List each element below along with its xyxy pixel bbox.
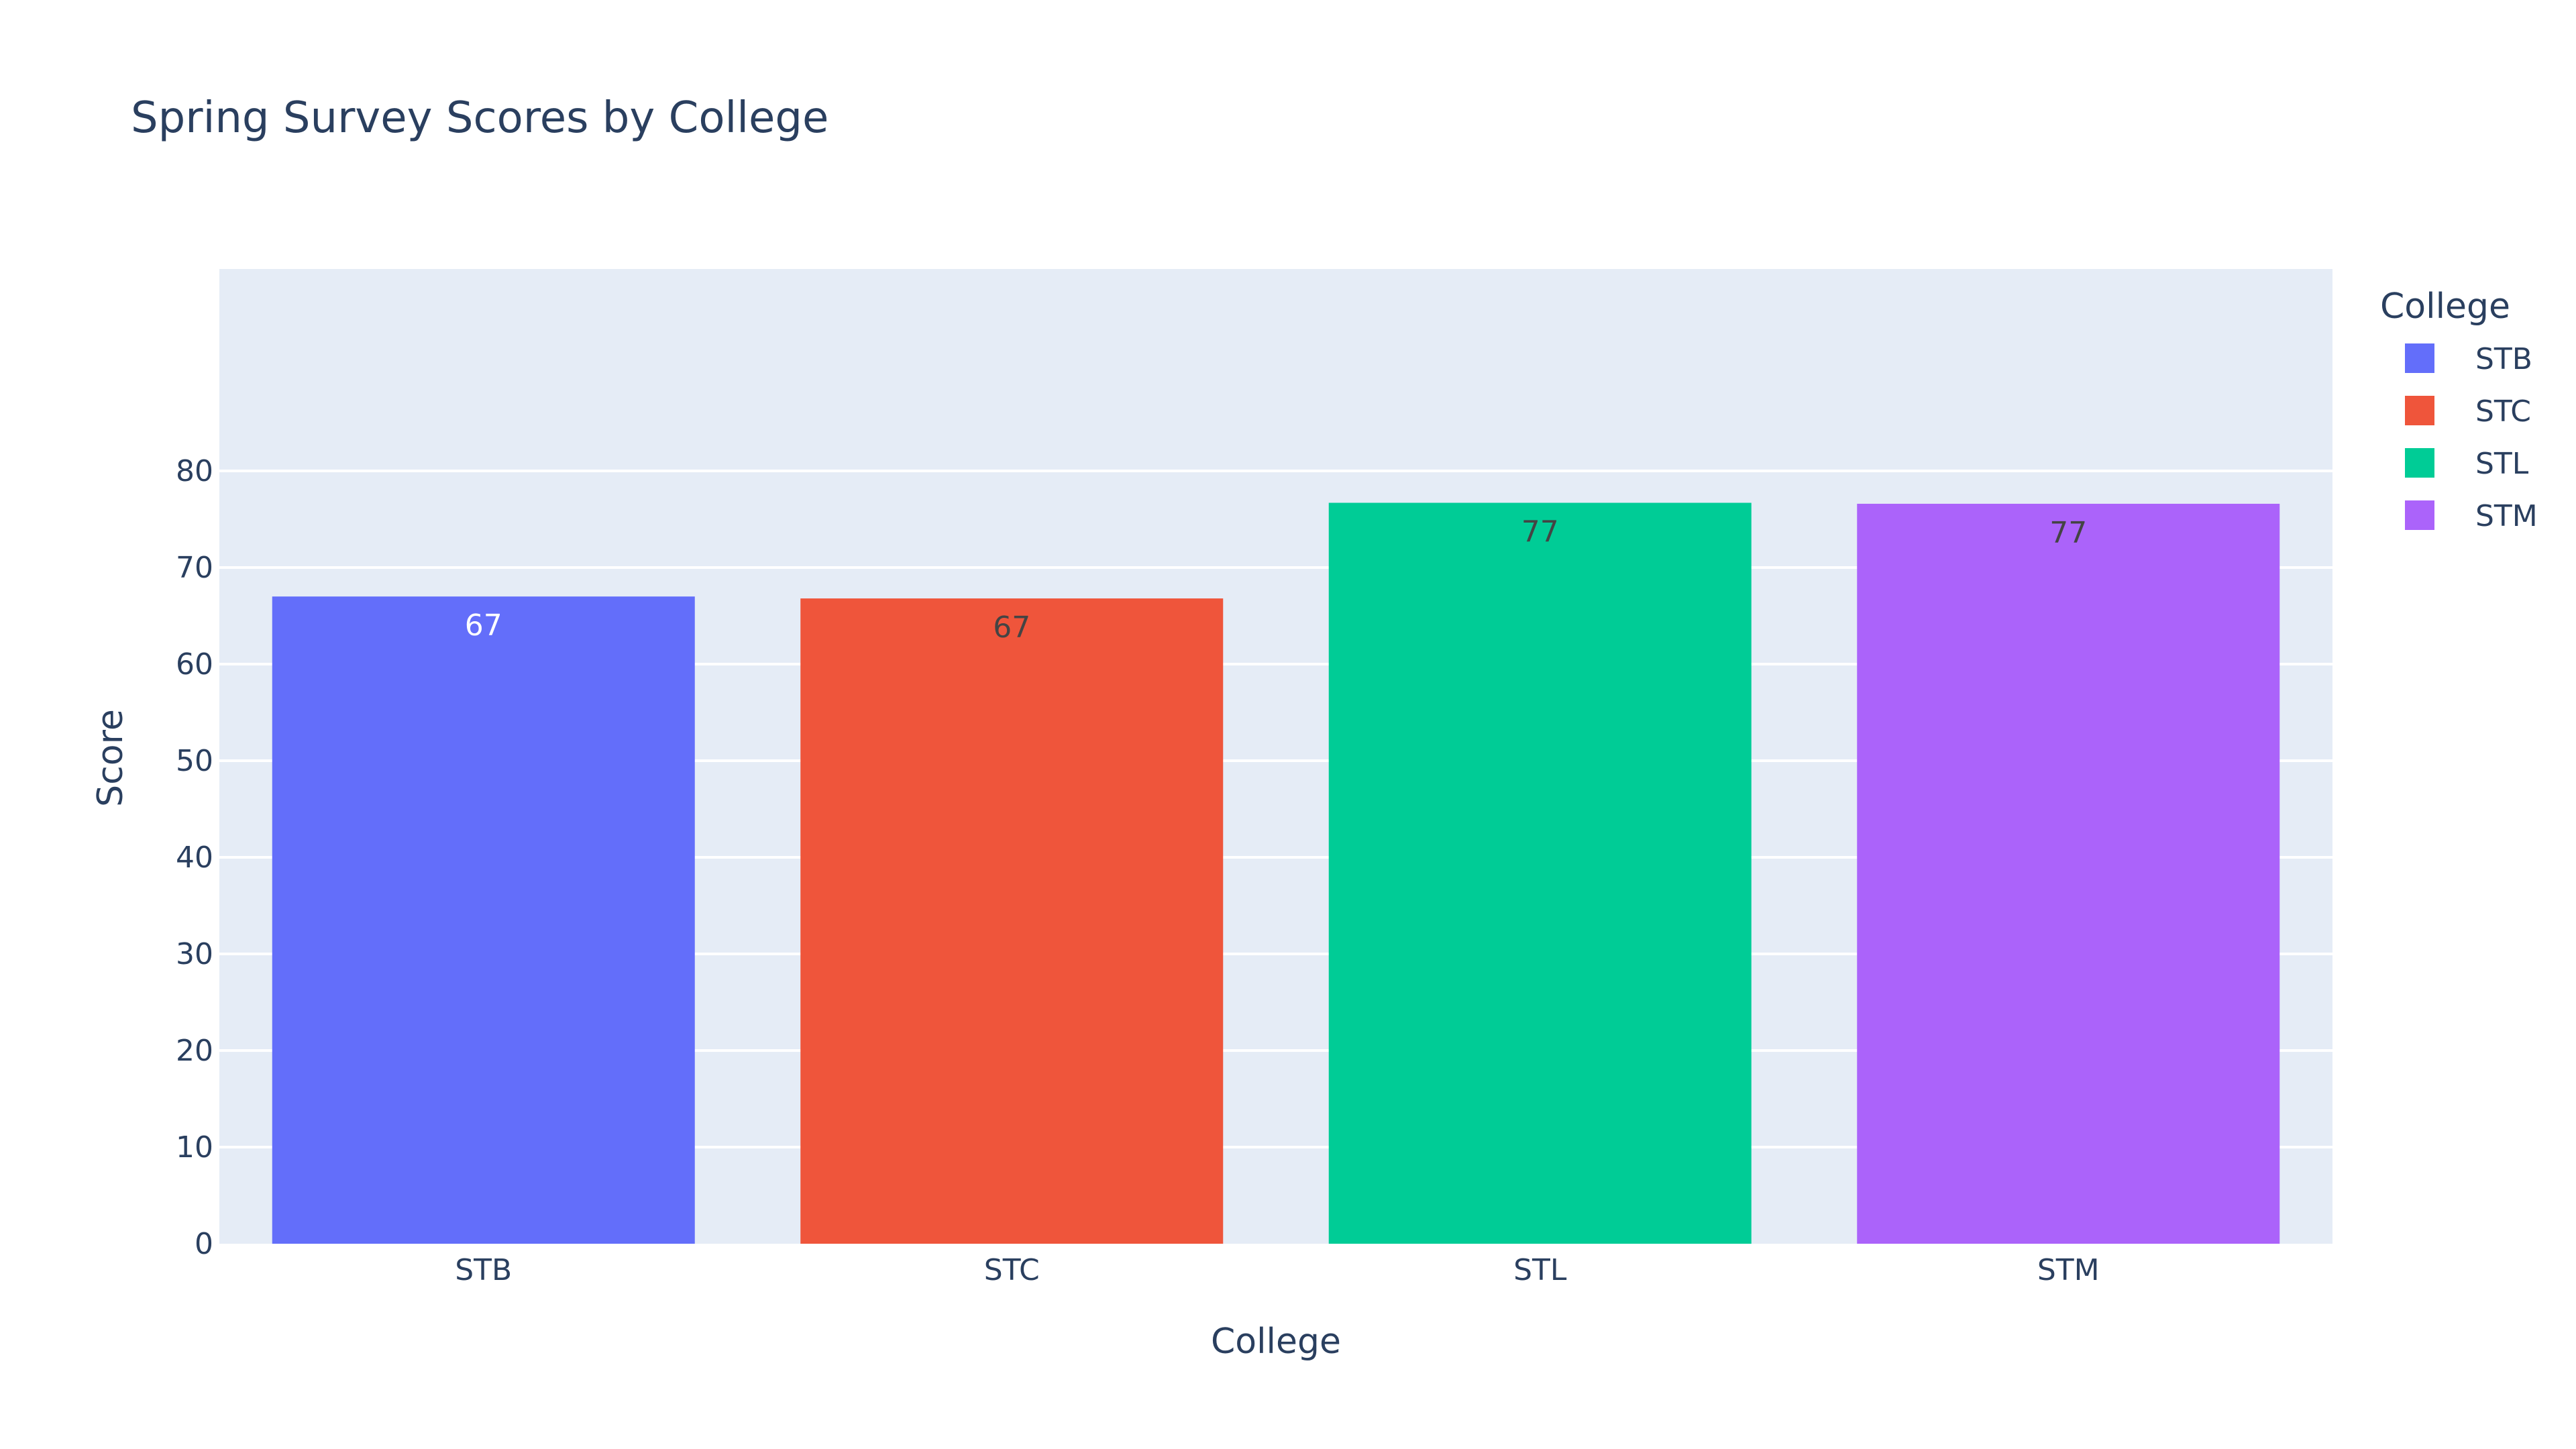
bar-stb[interactable] xyxy=(272,596,695,1244)
legend-item-stc[interactable]: STC xyxy=(2475,394,2531,429)
legend: College STB STC STL STM xyxy=(2380,286,2538,533)
x-tick-label: STM xyxy=(2037,1253,2100,1287)
y-tick-label: 50 xyxy=(176,744,213,778)
legend-title: College xyxy=(2380,286,2510,327)
legend-swatch[interactable] xyxy=(2405,448,2434,478)
legend-swatch[interactable] xyxy=(2405,396,2434,425)
legend-item-stb[interactable]: STB xyxy=(2475,342,2532,376)
x-axis-ticks: STB STC STL STM xyxy=(455,1253,2099,1287)
chart-title: Spring Survey Scores by College xyxy=(131,93,828,143)
x-tick-label: STB xyxy=(455,1253,512,1287)
legend-item-stl[interactable]: STL xyxy=(2475,447,2529,481)
y-tick-label: 20 xyxy=(176,1034,213,1068)
bar-stc[interactable] xyxy=(800,598,1224,1244)
legend-swatch[interactable] xyxy=(2405,343,2434,373)
y-tick-label: 80 xyxy=(176,454,213,488)
bar-labels: 67 67 77 77 xyxy=(465,515,2088,645)
bars xyxy=(272,502,2280,1244)
x-tick-label: STL xyxy=(1513,1253,1567,1287)
y-tick-label: 70 xyxy=(176,551,213,585)
bar-value-label: 77 xyxy=(2049,516,2087,550)
x-tick-label: STC xyxy=(984,1253,1040,1287)
bar-stl[interactable] xyxy=(1328,502,1752,1244)
y-tick-label: 10 xyxy=(176,1130,213,1165)
x-axis-title: College xyxy=(1211,1322,1341,1362)
legend-swatch[interactable] xyxy=(2405,500,2434,530)
y-tick-label: 30 xyxy=(176,937,213,971)
legend-item-stm[interactable]: STM xyxy=(2475,499,2538,533)
bar-value-label: 67 xyxy=(993,610,1030,645)
y-axis-title: Score xyxy=(91,709,131,807)
bar-value-label: 77 xyxy=(1521,515,1559,549)
bar-stm[interactable] xyxy=(1857,503,2280,1244)
bar-value-label: 67 xyxy=(465,608,502,643)
y-tick-label: 0 xyxy=(195,1227,213,1261)
y-tick-label: 60 xyxy=(176,647,213,682)
y-tick-label: 40 xyxy=(176,841,213,875)
y-axis-ticks: 0 10 20 30 40 50 60 70 80 xyxy=(176,454,213,1261)
